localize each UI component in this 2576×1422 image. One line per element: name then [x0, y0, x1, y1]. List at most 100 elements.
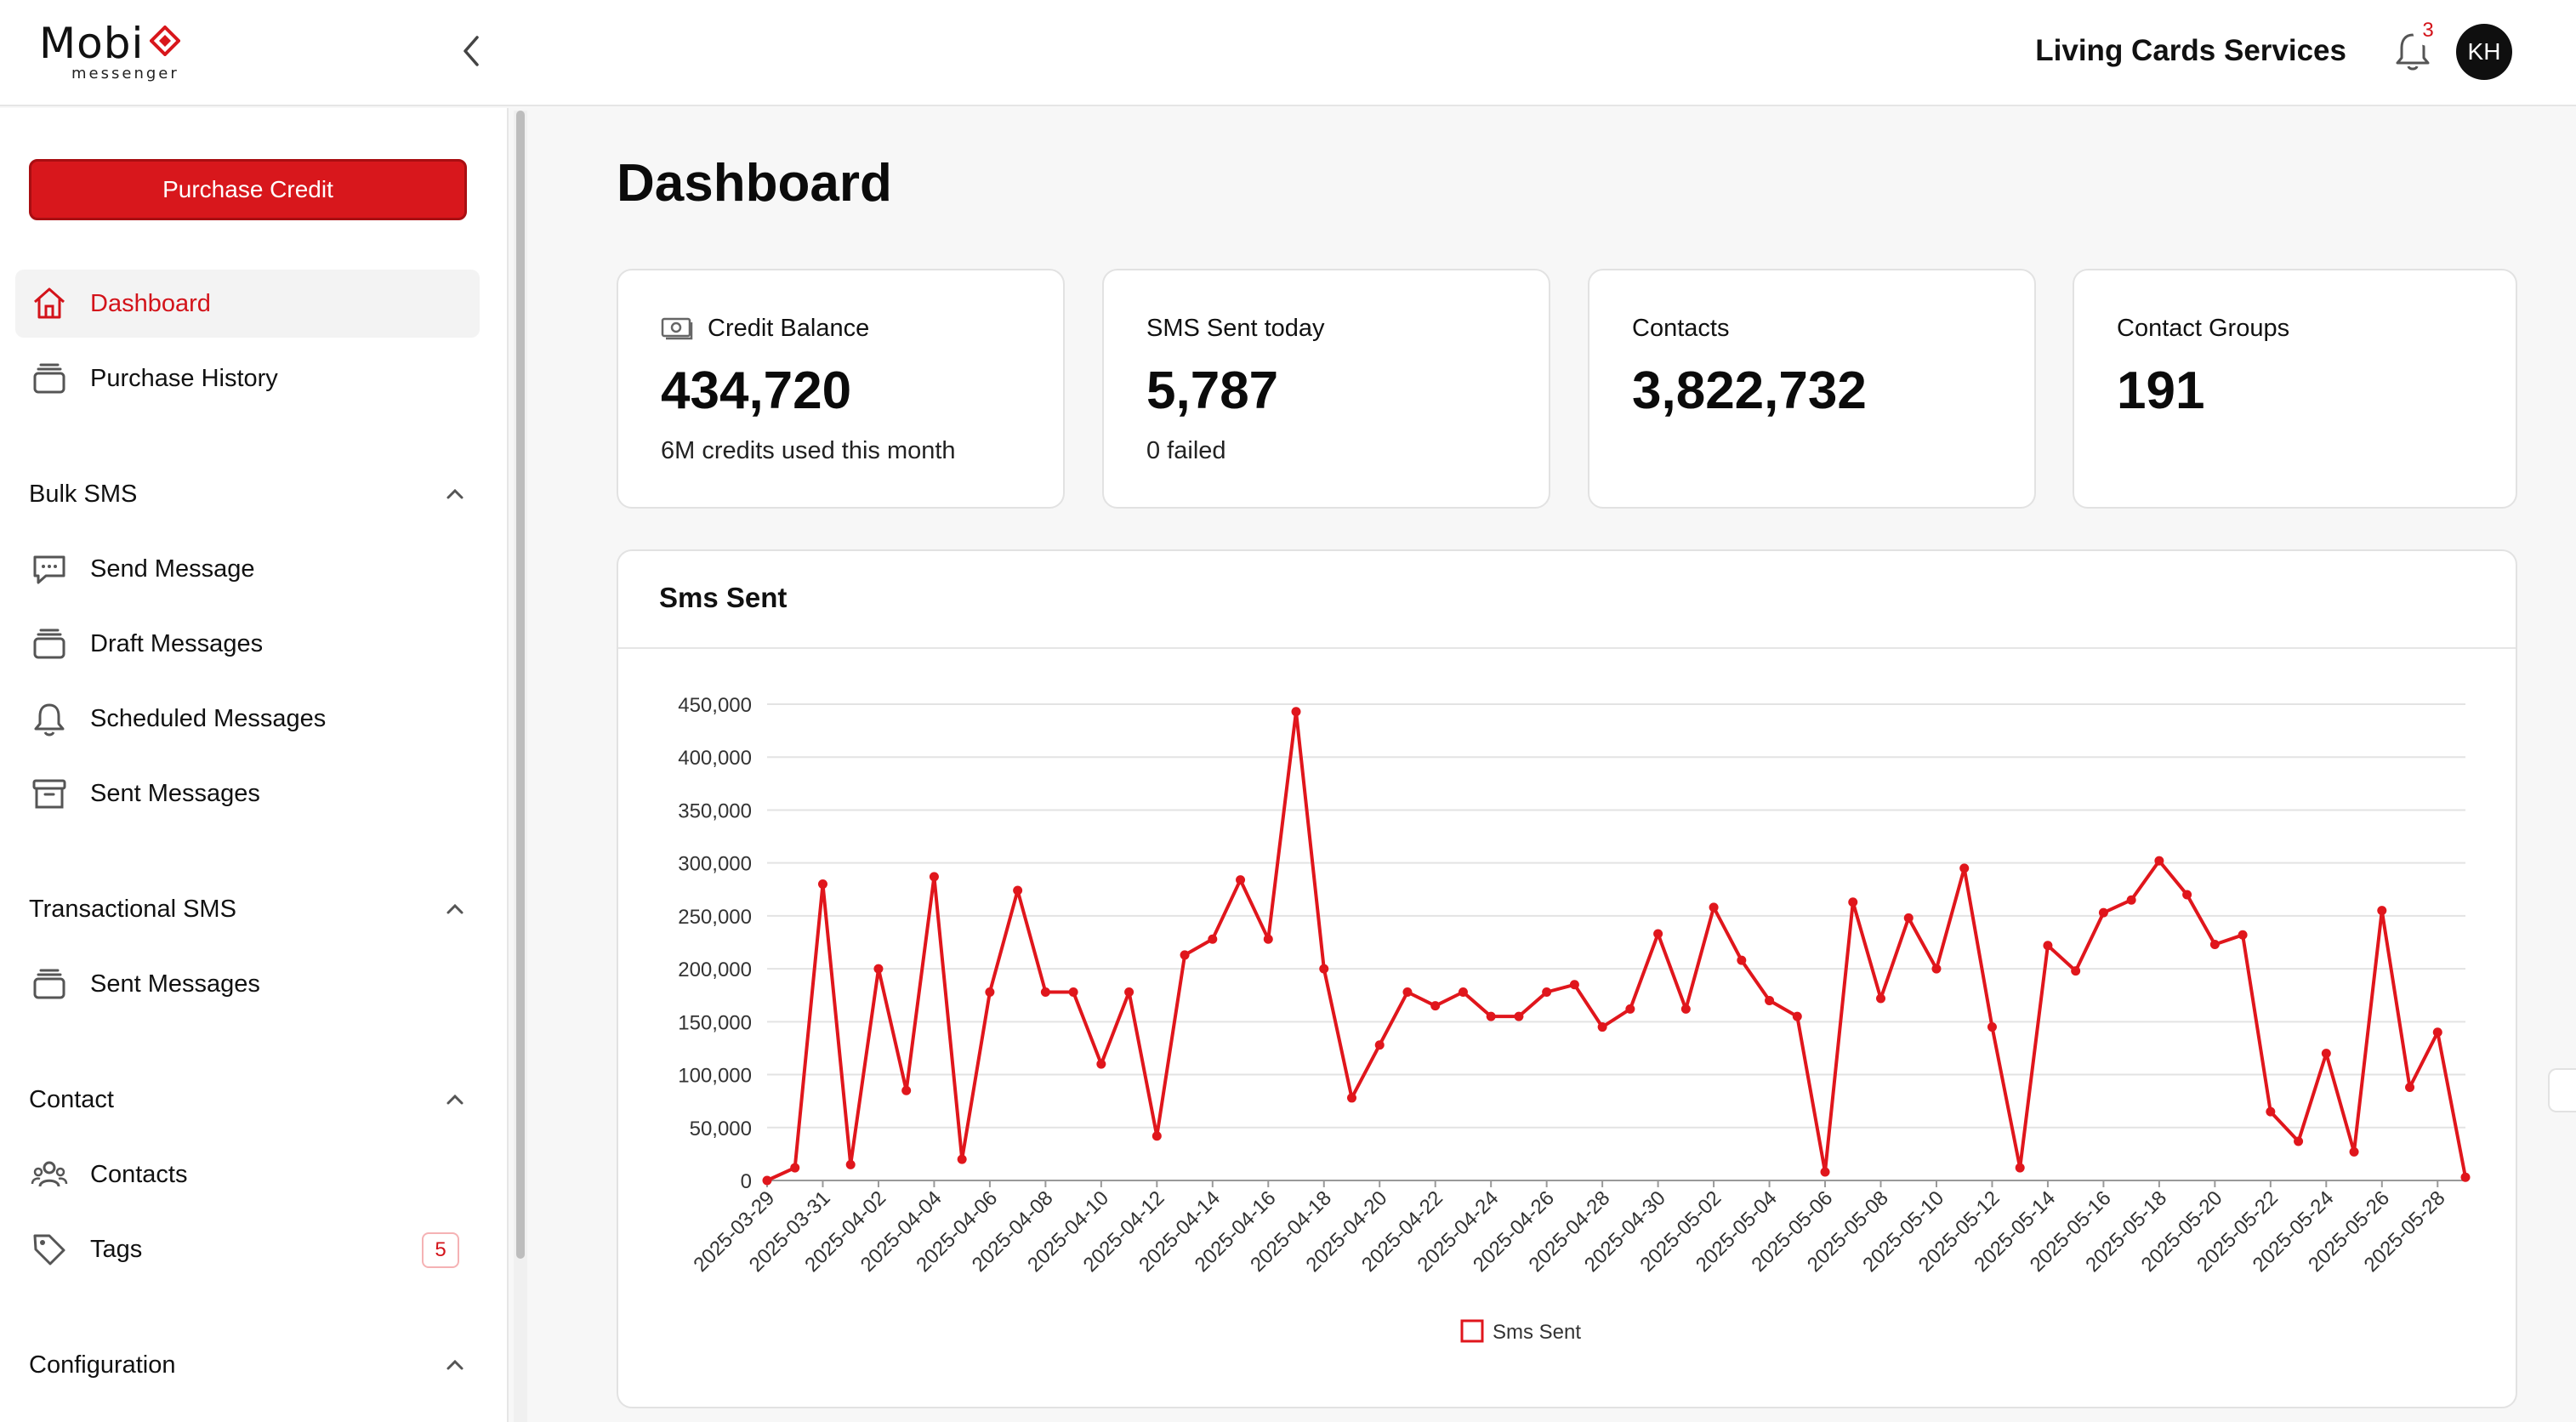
tag-icon [33, 1234, 65, 1266]
data-point [790, 1163, 800, 1173]
y-tick-label: 100,000 [678, 1065, 752, 1088]
data-point [2043, 941, 2053, 951]
logo-diamond-icon [150, 26, 180, 56]
stat-card-value: 3,822,732 [1632, 361, 1867, 420]
stat-card-title: Contacts [1632, 315, 1730, 342]
data-point [1569, 980, 1579, 990]
data-point [1792, 1011, 1802, 1021]
y-tick-label: 300,000 [678, 853, 752, 876]
data-point [1625, 1004, 1635, 1014]
data-point [2460, 1172, 2471, 1182]
section-bulk-sms[interactable]: Bulk SMS [29, 477, 467, 511]
data-point [1903, 913, 1914, 923]
data-point [1208, 934, 1218, 944]
legend-swatch [1460, 1319, 1484, 1343]
chevron-up-icon [446, 488, 463, 499]
mobi-logo[interactable]: Mobi messenger [39, 19, 201, 87]
data-point [1096, 1059, 1106, 1069]
scrollbar-thumb[interactable] [516, 111, 525, 1259]
user-avatar[interactable]: KH [2456, 24, 2512, 80]
stat-card-contact-groups: Contact Groups 191 [2073, 269, 2517, 509]
side-panel-tab[interactable] [2548, 1068, 2576, 1112]
y-tick-label: 50,000 [690, 1118, 752, 1140]
sidebar-item-label: Send Message [90, 555, 255, 583]
data-point [1124, 987, 1134, 997]
folder-icon [33, 969, 65, 999]
data-point [2209, 939, 2220, 949]
data-point [2238, 930, 2248, 940]
section-label: Bulk SMS [29, 481, 138, 508]
data-point [929, 872, 939, 882]
sidebar-item-label: Tags [90, 1236, 143, 1263]
chat-icon [33, 555, 65, 584]
y-tick-label: 200,000 [678, 958, 752, 981]
data-point [1597, 1022, 1607, 1032]
chevron-up-icon [446, 1094, 463, 1105]
data-point [1765, 995, 1775, 1005]
logo-text: Mobi [39, 19, 145, 68]
data-point [817, 879, 827, 890]
sidebar-item-transactional-sent-messages[interactable]: Sent Messages [15, 950, 480, 1018]
sidebar-item-dashboard[interactable]: Dashboard [15, 270, 480, 338]
data-point [1013, 885, 1023, 896]
data-point [2294, 1136, 2304, 1146]
sidebar-item-send-message[interactable]: Send Message [15, 535, 480, 603]
sidebar-item-scheduled-messages[interactable]: Scheduled Messages [15, 685, 480, 753]
section-contact[interactable]: Contact [29, 1083, 467, 1117]
data-point [762, 1175, 772, 1186]
sidebar-item-draft-messages[interactable]: Draft Messages [15, 610, 480, 678]
chevron-up-icon [446, 1359, 463, 1370]
data-point [2071, 966, 2081, 976]
data-point [2405, 1082, 2415, 1092]
sidebar-item-label: Draft Messages [90, 630, 264, 657]
data-point [1374, 1040, 1385, 1050]
bell-icon [34, 703, 65, 737]
section-label: Contact [29, 1086, 114, 1113]
notification-count-badge: 3 [2413, 15, 2443, 46]
stat-card-title: SMS Sent today [1146, 315, 1325, 342]
sidebar-item-purchase-history[interactable]: Purchase History [15, 344, 480, 412]
data-point [1152, 1131, 1162, 1141]
section-configuration[interactable]: Configuration [29, 1348, 467, 1382]
stat-card-title: Credit Balance [708, 315, 870, 342]
data-point [1180, 950, 1190, 960]
data-point [2154, 856, 2164, 866]
data-point [845, 1159, 856, 1169]
data-point [2349, 1146, 2359, 1157]
sidebar-scrollbar[interactable] [514, 111, 527, 1422]
sidebar-item-label: Dashboard [90, 290, 211, 317]
data-point [1959, 863, 1970, 873]
sidebar-item-tags[interactable]: Tags 5 [15, 1215, 480, 1283]
chart-header: Sms Sent [618, 551, 2516, 649]
page-title: Dashboard [617, 154, 892, 213]
stat-card-subtitle: 6M credits used this month [661, 437, 956, 464]
y-tick-label: 250,000 [678, 906, 752, 929]
y-tick-label: 350,000 [678, 799, 752, 822]
sidebar-item-contacts[interactable]: Contacts [15, 1140, 480, 1209]
data-point [1486, 1011, 1496, 1021]
data-point [985, 987, 995, 997]
sidebar-item-label: Purchase History [90, 365, 278, 392]
data-point [1430, 1001, 1441, 1011]
purchase-credit-button[interactable]: Purchase Credit [29, 159, 467, 220]
data-point [1820, 1167, 1830, 1177]
data-point [1291, 707, 1301, 717]
logo-subtext: messenger [71, 65, 179, 82]
data-point [1068, 987, 1078, 997]
collapse-sidebar-button[interactable] [455, 32, 489, 70]
stat-card-contacts: Contacts 3,822,732 [1588, 269, 2036, 509]
top-bar: Mobi messenger Living Cards Services 3 K… [0, 0, 2576, 106]
notifications-button[interactable]: 3 [2394, 15, 2443, 73]
stat-card-credit-balance: Credit Balance 434,720 6M credits used t… [617, 269, 1065, 509]
data-point [1876, 993, 1886, 1004]
sidebar-item-label: Contacts [90, 1161, 188, 1188]
sidebar-item-sent-messages[interactable]: Sent Messages [15, 759, 480, 828]
legend-label: Sms Sent [1493, 1321, 1581, 1344]
section-label: Transactional SMS [29, 896, 236, 923]
organization-name[interactable]: Living Cards Services [2035, 34, 2346, 67]
section-label: Configuration [29, 1351, 176, 1379]
data-point [901, 1085, 912, 1095]
section-transactional-sms[interactable]: Transactional SMS [29, 892, 467, 926]
tags-count-badge: 5 [422, 1232, 459, 1268]
data-point [1263, 934, 1273, 944]
